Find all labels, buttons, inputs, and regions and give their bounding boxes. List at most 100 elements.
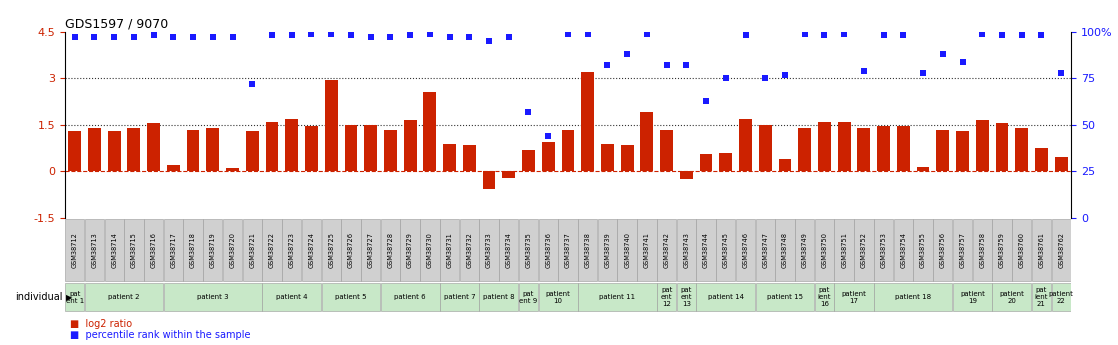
Text: GSM38750: GSM38750 xyxy=(822,232,827,268)
Bar xyxy=(187,130,199,171)
Bar xyxy=(601,144,614,171)
Text: GSM38714: GSM38714 xyxy=(111,232,117,268)
Text: pat
ent 1: pat ent 1 xyxy=(66,290,84,304)
Bar xyxy=(697,283,755,311)
Text: GSM38761: GSM38761 xyxy=(1039,232,1044,268)
Bar xyxy=(837,122,851,171)
Bar xyxy=(282,219,302,281)
Bar xyxy=(578,283,656,311)
Bar xyxy=(993,283,1032,311)
Text: GSM38718: GSM38718 xyxy=(190,232,196,268)
Text: GSM38759: GSM38759 xyxy=(999,232,1005,268)
Bar xyxy=(917,167,929,171)
Bar xyxy=(463,145,475,171)
Bar xyxy=(305,126,318,171)
Text: GSM38762: GSM38762 xyxy=(1058,232,1064,268)
Bar xyxy=(1012,219,1032,281)
Bar xyxy=(341,219,361,281)
Bar xyxy=(598,219,617,281)
Bar xyxy=(439,219,459,281)
Point xyxy=(342,33,360,38)
Bar xyxy=(322,283,380,311)
Text: GSM38743: GSM38743 xyxy=(683,232,690,268)
Point xyxy=(598,62,616,68)
Point xyxy=(420,31,438,36)
Text: GSM38752: GSM38752 xyxy=(861,232,866,268)
Bar xyxy=(1052,219,1071,281)
Bar xyxy=(246,131,258,171)
Text: pat
ient
16: pat ient 16 xyxy=(817,287,831,307)
Bar xyxy=(739,119,752,171)
Bar xyxy=(995,124,1008,171)
Bar xyxy=(719,153,732,171)
Bar xyxy=(420,219,439,281)
Bar xyxy=(285,119,299,171)
Text: GDS1597 / 9070: GDS1597 / 9070 xyxy=(65,18,168,31)
Point xyxy=(440,34,458,40)
Point xyxy=(164,34,182,40)
Bar xyxy=(993,219,1012,281)
Text: GSM38735: GSM38735 xyxy=(525,232,531,268)
Bar xyxy=(344,125,358,171)
Bar xyxy=(502,171,515,178)
Bar xyxy=(893,219,913,281)
Text: GSM38733: GSM38733 xyxy=(486,232,492,268)
Bar xyxy=(519,283,538,311)
Text: ▶: ▶ xyxy=(66,293,73,302)
Text: GSM38738: GSM38738 xyxy=(585,232,590,268)
Point xyxy=(717,76,735,81)
Bar xyxy=(243,219,262,281)
Point xyxy=(381,34,399,40)
Bar xyxy=(858,128,870,171)
Text: GSM38748: GSM38748 xyxy=(781,232,788,268)
Bar xyxy=(499,219,519,281)
Bar xyxy=(973,219,992,281)
Bar xyxy=(1032,283,1051,311)
Text: pat
ient
21: pat ient 21 xyxy=(1034,287,1049,307)
Text: GSM38728: GSM38728 xyxy=(387,232,394,268)
Point xyxy=(934,51,951,57)
Text: GSM38727: GSM38727 xyxy=(368,232,373,268)
Text: patient 14: patient 14 xyxy=(708,294,743,300)
Bar xyxy=(124,219,143,281)
Bar xyxy=(439,283,479,311)
Point xyxy=(461,34,479,40)
Bar xyxy=(483,171,495,188)
Text: GSM38742: GSM38742 xyxy=(664,232,670,268)
Point xyxy=(303,31,321,36)
Text: patient 3: patient 3 xyxy=(197,294,228,300)
Bar xyxy=(539,219,558,281)
Point xyxy=(184,34,202,40)
Bar xyxy=(558,219,578,281)
Text: GSM38757: GSM38757 xyxy=(959,232,966,268)
Point xyxy=(776,72,794,77)
Text: patient
17: patient 17 xyxy=(842,290,866,304)
Bar xyxy=(937,130,949,171)
Text: patient
20: patient 20 xyxy=(999,290,1024,304)
Bar xyxy=(953,283,992,311)
Bar xyxy=(302,219,321,281)
Text: ■  log2 ratio: ■ log2 ratio xyxy=(70,319,133,329)
Point xyxy=(520,109,538,115)
Text: GSM38730: GSM38730 xyxy=(427,232,433,268)
Bar xyxy=(775,219,795,281)
Bar xyxy=(798,128,811,171)
Bar xyxy=(104,219,124,281)
Bar xyxy=(815,219,834,281)
Bar xyxy=(778,159,792,171)
Bar xyxy=(203,219,222,281)
Bar xyxy=(834,283,873,311)
Bar xyxy=(581,72,594,171)
Text: pat
ent
13: pat ent 13 xyxy=(681,287,692,307)
Bar xyxy=(207,128,219,171)
Point xyxy=(500,34,518,40)
Bar xyxy=(976,120,988,171)
Bar xyxy=(85,283,163,311)
Bar xyxy=(322,219,341,281)
Text: GSM38726: GSM38726 xyxy=(348,232,354,268)
Bar xyxy=(1032,219,1051,281)
Text: GSM38751: GSM38751 xyxy=(841,232,847,268)
Text: patient 6: patient 6 xyxy=(395,294,426,300)
Bar xyxy=(854,219,873,281)
Bar xyxy=(617,219,637,281)
